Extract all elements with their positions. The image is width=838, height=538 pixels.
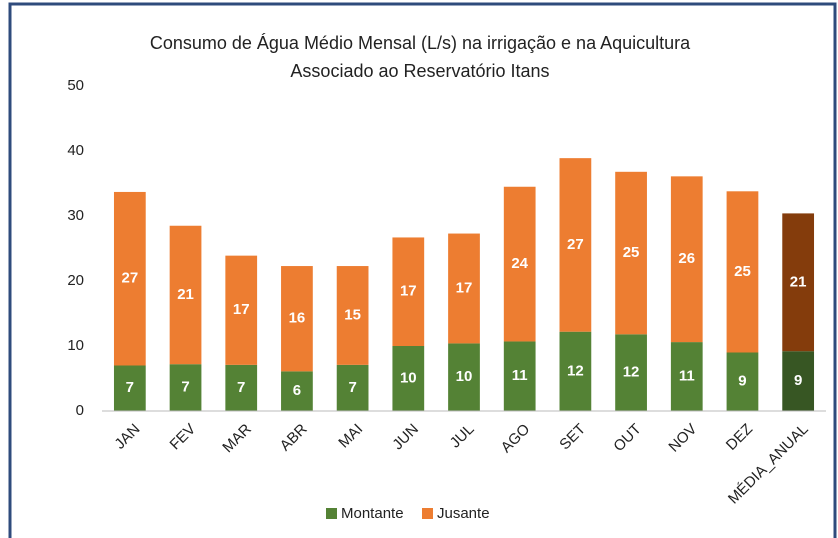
y-tick-label: 50 [67, 77, 84, 94]
bar-segment [392, 237, 425, 346]
bar-segment [113, 191, 146, 366]
data-label: 9 [738, 373, 746, 390]
data-label: 27 [567, 236, 584, 253]
data-label: 11 [679, 368, 695, 385]
data-label: 27 [122, 270, 139, 287]
data-label: 7 [237, 379, 245, 396]
bar-segment [503, 186, 536, 342]
y-tick-label: 30 [67, 207, 84, 224]
y-tick-label: 10 [67, 337, 84, 354]
bar-segment [225, 364, 258, 411]
chart-subtitle: Associado ao Reservatório Itans [290, 61, 549, 81]
bar-segment [559, 331, 592, 411]
data-label: 21 [790, 273, 807, 290]
bar-segment [503, 341, 536, 411]
y-tick-label: 40 [67, 142, 84, 159]
data-label: 26 [678, 250, 695, 267]
chart-title: Consumo de Água Médio Mensal (L/s) na ir… [150, 33, 691, 53]
bar-segment [448, 343, 480, 411]
bar-segment [615, 171, 647, 335]
bar-segment [169, 364, 202, 411]
data-label: 7 [126, 379, 134, 396]
data-label: 7 [181, 379, 189, 396]
bar-segment [559, 158, 592, 332]
data-label: 15 [344, 306, 361, 323]
data-label: 12 [623, 364, 640, 381]
data-label: 12 [567, 362, 584, 379]
bar-segment [615, 334, 647, 411]
bar-segment [169, 225, 202, 365]
bar-segment [281, 266, 313, 372]
data-label: 9 [794, 372, 802, 389]
bar-segment [670, 342, 703, 411]
legend-label: Montante [341, 505, 404, 522]
bar-segment [782, 351, 815, 411]
data-label: 17 [233, 301, 250, 318]
bar-segment [113, 365, 146, 411]
bar-segment [225, 255, 258, 365]
data-label: 10 [400, 369, 417, 386]
legend-swatch [326, 508, 337, 519]
bar-segment [392, 346, 425, 411]
bar-segment [670, 176, 703, 343]
bar-segment [726, 191, 759, 353]
bar-segment [281, 371, 313, 411]
data-label: 24 [511, 255, 528, 272]
bar-segment [336, 364, 369, 411]
data-label: 25 [734, 263, 751, 280]
data-label: 21 [177, 286, 194, 303]
data-label: 17 [400, 283, 417, 300]
data-label: 7 [348, 379, 356, 396]
data-label: 11 [512, 367, 528, 384]
data-label: 6 [293, 382, 301, 399]
bar-segment [782, 213, 815, 352]
legend-swatch [422, 508, 433, 519]
data-label: 10 [456, 368, 473, 385]
y-tick-label: 0 [76, 402, 84, 419]
data-label: 16 [289, 310, 306, 327]
bar-segment [448, 233, 480, 344]
y-tick-label: 20 [67, 272, 84, 289]
data-label: 17 [456, 279, 473, 296]
bar-segment [336, 266, 369, 365]
data-label: 25 [623, 244, 640, 261]
bar-segment [726, 352, 759, 411]
legend-label: Jusante [437, 505, 490, 522]
